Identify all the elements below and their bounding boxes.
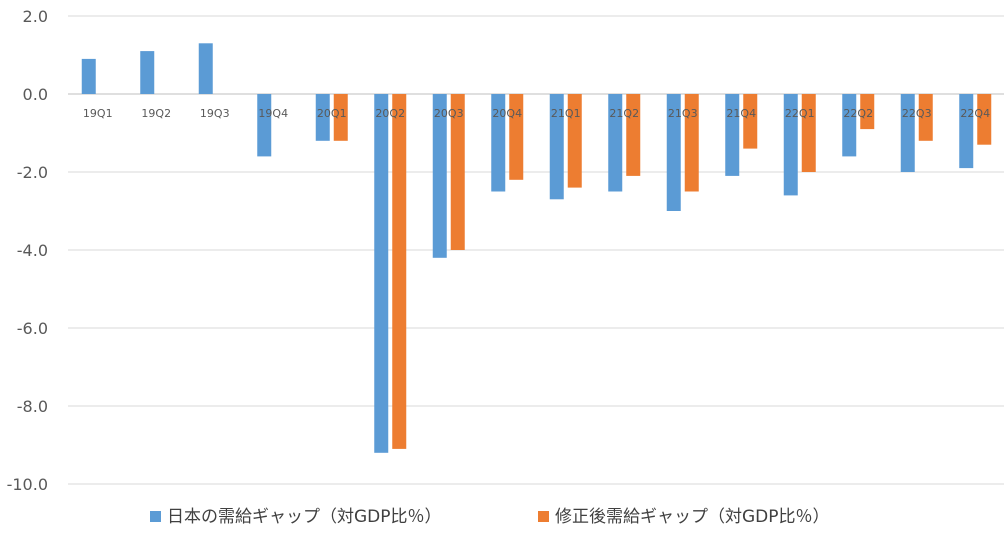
bar-series2-21Q4 <box>743 94 758 149</box>
bar-series1-20Q4 <box>491 94 506 192</box>
bar-series1-19Q1 <box>81 58 96 94</box>
legend-swatch <box>150 511 161 522</box>
legend-label: 日本の需給ギャップ（対GDP比％） <box>167 507 442 527</box>
x-tick-label: 21Q1 <box>551 107 581 120</box>
bar-series1-19Q3 <box>198 43 213 94</box>
x-tick-label: 21Q3 <box>668 107 698 120</box>
y-axis-ticks: 2.0 0.0 -2.0 -4.0 -6.0 -8.0 -10.0 <box>7 7 48 494</box>
x-tick-label: 22Q3 <box>902 107 932 120</box>
bar-series1-20Q3 <box>432 94 447 258</box>
x-tick-label: 22Q1 <box>785 107 815 120</box>
bar-series2-20Q4 <box>509 94 524 180</box>
bar-series2-20Q1 <box>333 94 348 141</box>
x-tick-label: 20Q2 <box>375 107 405 120</box>
x-axis-ticks: 19Q1 19Q2 19Q3 19Q4 20Q1 20Q2 20Q3 20Q4 21Q1 21Q2… <box>83 107 990 120</box>
x-tick-label: 19Q1 <box>83 107 113 120</box>
x-tick-label: 21Q4 <box>726 107 756 120</box>
x-tick-label: 21Q2 <box>609 107 639 120</box>
x-tick-label: 20Q4 <box>492 107 522 120</box>
x-tick-label: 22Q4 <box>960 107 990 120</box>
bar-series2-22Q2 <box>860 94 875 130</box>
gridlines <box>68 15 1004 485</box>
bar-series2-21Q2 <box>626 94 641 176</box>
bar-series1-20Q2 <box>374 94 389 453</box>
bar-series1-22Q1 <box>783 94 798 196</box>
bar-series1-22Q4 <box>959 94 974 169</box>
bar-series1-21Q1 <box>549 94 564 200</box>
y-tick-label: -10.0 <box>7 475 48 494</box>
bar-series1-22Q3 <box>900 94 915 172</box>
y-tick-label: 2.0 <box>23 7 48 26</box>
bars <box>81 43 992 453</box>
x-tick-label: 20Q3 <box>434 107 464 120</box>
legend-swatch <box>538 511 549 522</box>
y-tick-label: -6.0 <box>17 319 48 338</box>
bar-series1-21Q3 <box>666 94 681 211</box>
bar-series1-21Q2 <box>608 94 623 192</box>
bar-series2-20Q2 <box>392 94 407 449</box>
x-tick-label: 19Q3 <box>200 107 230 120</box>
bar-series2-21Q3 <box>684 94 699 192</box>
bar-series2-22Q4 <box>977 94 992 145</box>
x-tick-label: 22Q2 <box>843 107 873 120</box>
bar-series2-21Q1 <box>567 94 582 188</box>
bar-series2-22Q1 <box>801 94 816 172</box>
x-tick-label: 19Q4 <box>258 107 288 120</box>
bar-series2-20Q3 <box>450 94 465 250</box>
x-tick-label: 19Q2 <box>141 107 171 120</box>
bar-series1-19Q2 <box>140 51 155 94</box>
bar-series2-22Q3 <box>918 94 933 141</box>
bar-series1-22Q2 <box>842 94 857 157</box>
legend-label: 修正後需給ギャップ（対GDP比％） <box>555 507 830 527</box>
legend: 日本の需給ギャップ（対GDP比％） 修正後需給ギャップ（対GDP比％） <box>150 507 830 527</box>
y-tick-label: -2.0 <box>17 163 48 182</box>
x-tick-label: 20Q1 <box>317 107 347 120</box>
y-tick-label: 0.0 <box>23 85 48 104</box>
bar-series1-21Q4 <box>725 94 740 176</box>
y-tick-label: -8.0 <box>17 397 48 416</box>
bar-series1-19Q4 <box>257 94 272 157</box>
bar-series1-20Q1 <box>315 94 330 141</box>
y-tick-label: -4.0 <box>17 241 48 260</box>
